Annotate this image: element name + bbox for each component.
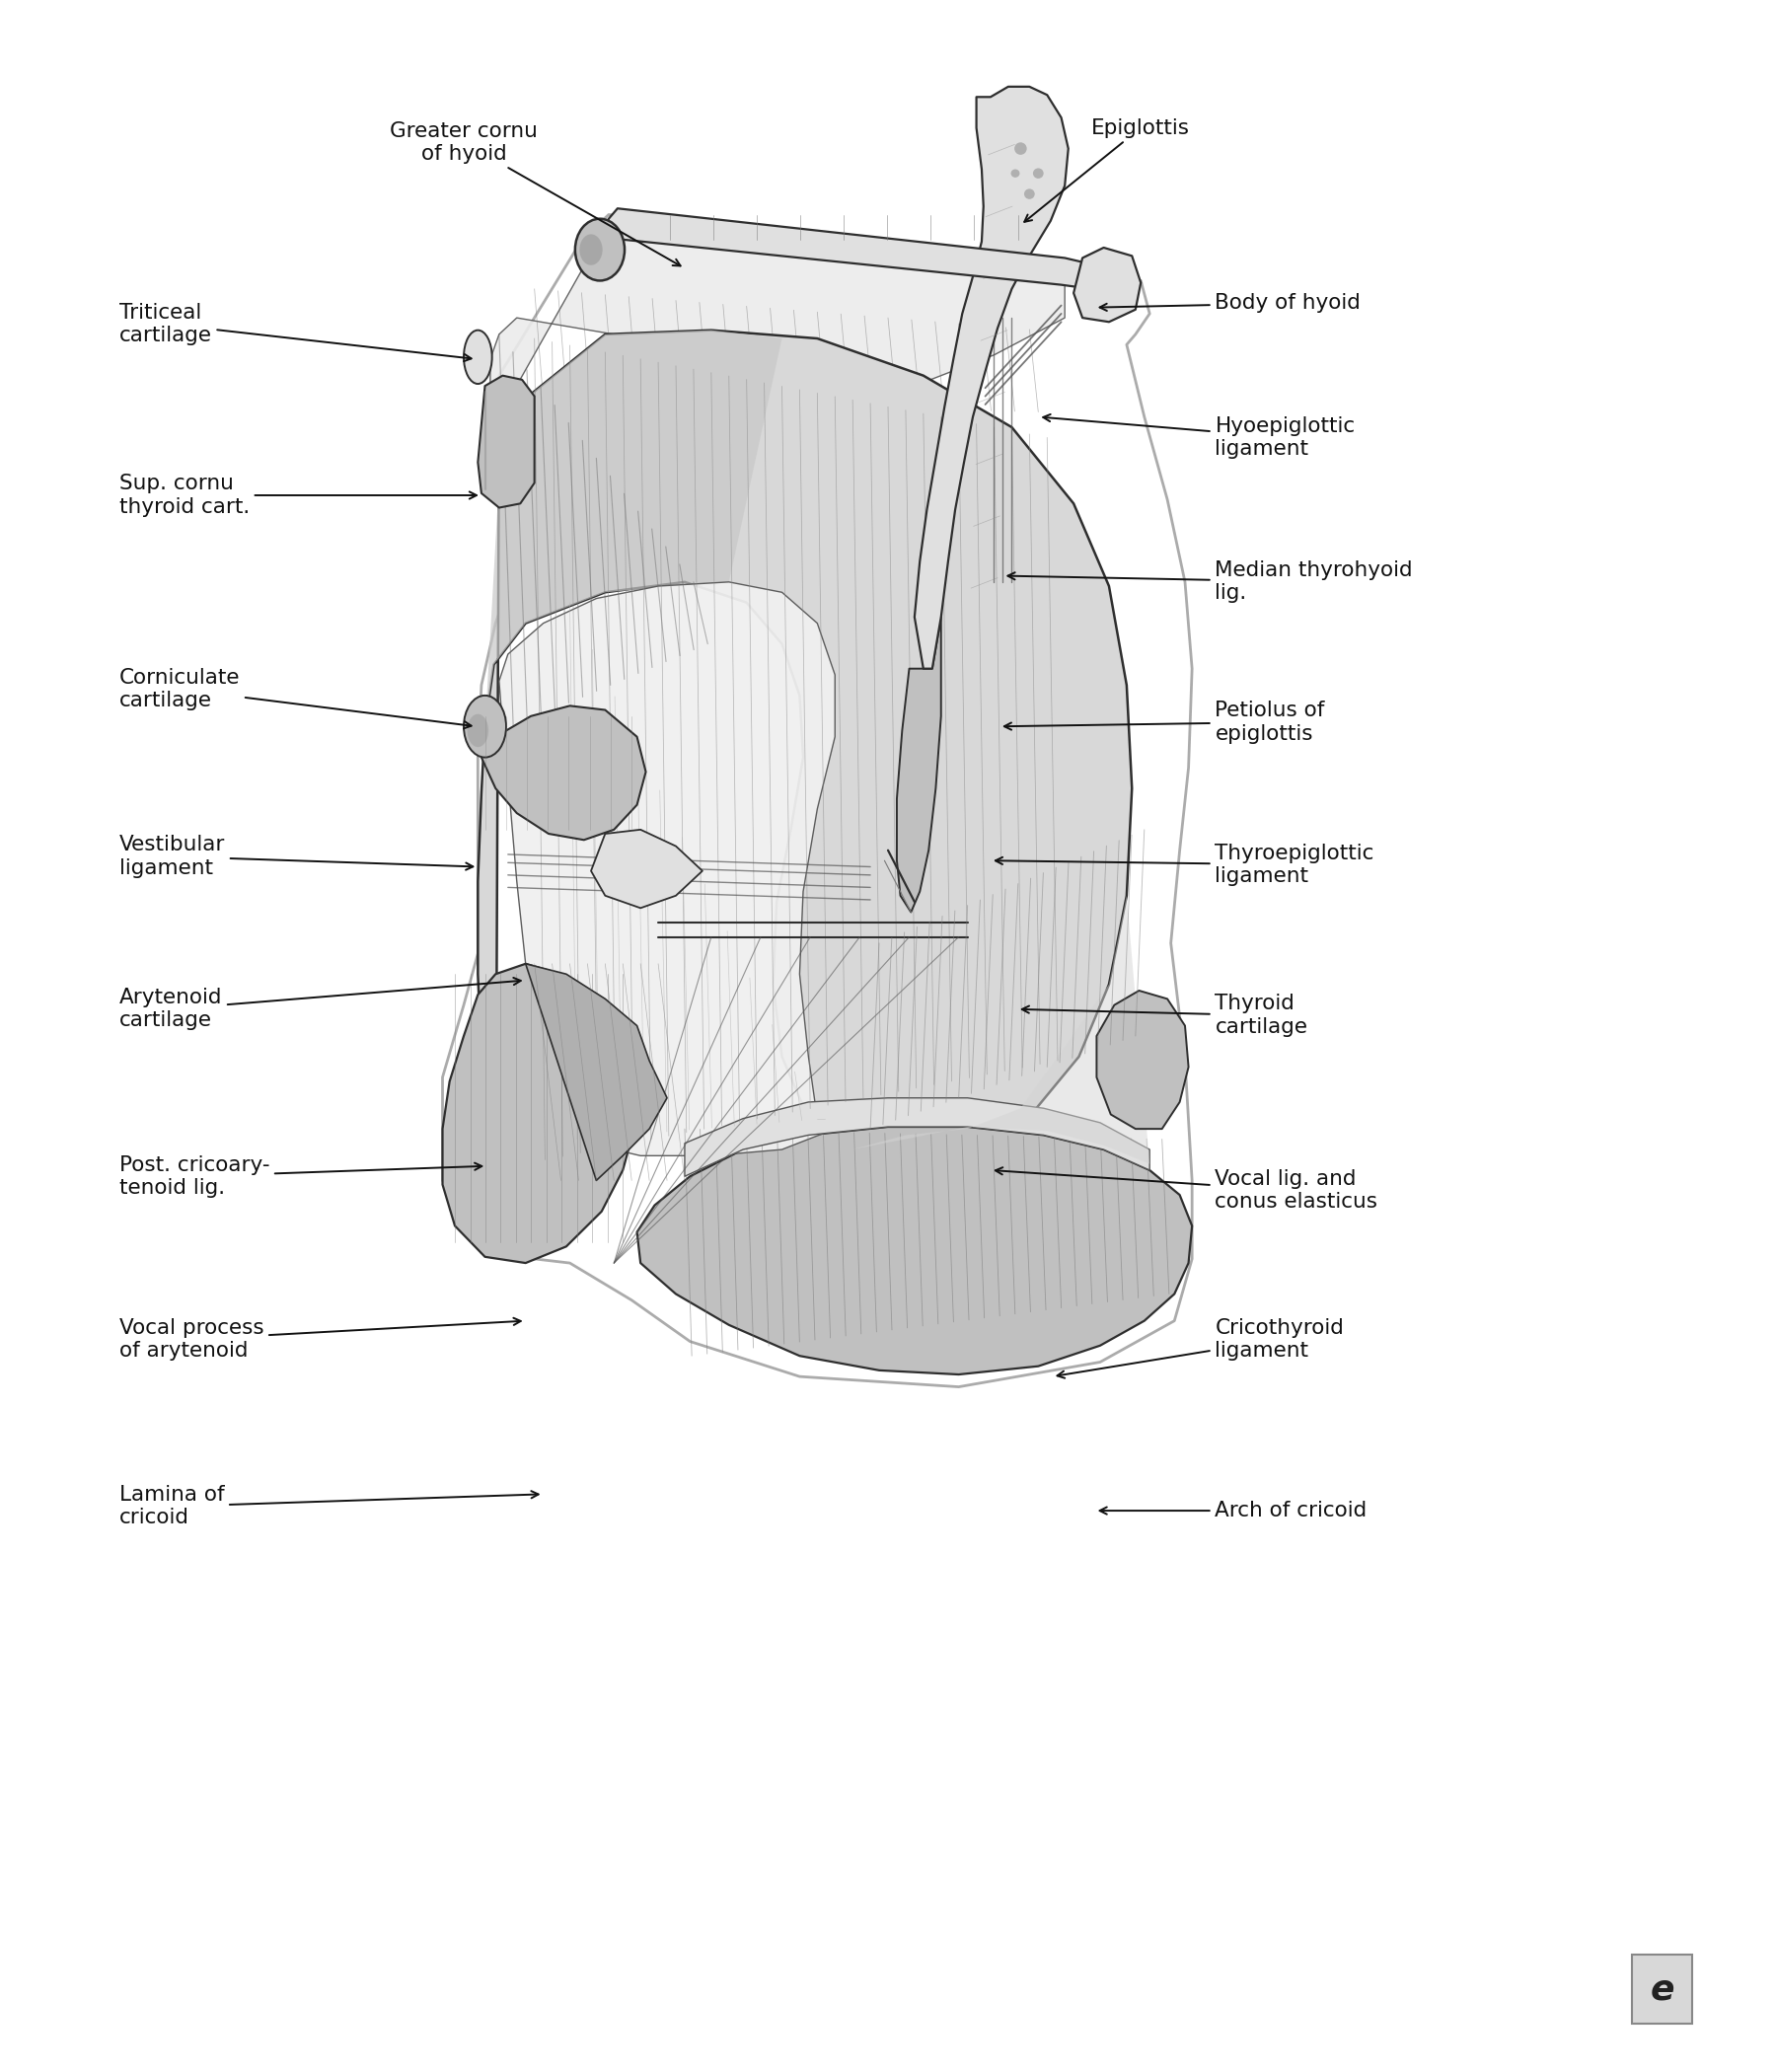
Polygon shape	[526, 963, 668, 1181]
Text: Arch of cricoid: Arch of cricoid	[1099, 1500, 1368, 1521]
Polygon shape	[1074, 249, 1140, 321]
Text: Epiglottis: Epiglottis	[1025, 118, 1190, 222]
Ellipse shape	[464, 329, 492, 383]
Polygon shape	[591, 829, 702, 908]
Polygon shape	[499, 582, 835, 1156]
Polygon shape	[478, 329, 1131, 1243]
Text: Corniculate
cartilage: Corniculate cartilage	[119, 667, 471, 729]
Polygon shape	[686, 1098, 1149, 1177]
Text: e: e	[1650, 1973, 1675, 2006]
Text: Arytenoid
cartilage: Arytenoid cartilage	[119, 978, 520, 1030]
Text: Petiolus of
epiglottis: Petiolus of epiglottis	[1003, 700, 1325, 744]
Polygon shape	[600, 209, 1090, 288]
Text: Vestibular
ligament: Vestibular ligament	[119, 835, 472, 879]
Polygon shape	[638, 1127, 1192, 1374]
Text: Cricothyroid
ligament: Cricothyroid ligament	[1057, 1318, 1344, 1378]
Text: Post. cricoary-
tenoid lig.: Post. cricoary- tenoid lig.	[119, 1154, 481, 1198]
Text: Vocal lig. and
conus elasticus: Vocal lig. and conus elasticus	[995, 1167, 1378, 1212]
Polygon shape	[442, 963, 638, 1264]
Polygon shape	[852, 895, 1149, 1164]
Text: Triticeal
cartilage: Triticeal cartilage	[119, 303, 471, 361]
Polygon shape	[915, 87, 1069, 669]
Ellipse shape	[1025, 189, 1035, 199]
Text: Vocal process
of arytenoid: Vocal process of arytenoid	[119, 1318, 520, 1361]
Polygon shape	[481, 707, 646, 839]
Polygon shape	[478, 375, 535, 508]
Text: Sup. cornu
thyroid cart.: Sup. cornu thyroid cart.	[119, 474, 476, 516]
Polygon shape	[490, 236, 1066, 416]
Polygon shape	[481, 329, 781, 792]
Ellipse shape	[579, 234, 602, 265]
Text: Lamina of
cricoid: Lamina of cricoid	[119, 1486, 538, 1527]
Text: Thyroepiglottic
ligament: Thyroepiglottic ligament	[995, 843, 1375, 887]
Polygon shape	[1096, 990, 1188, 1129]
Text: Greater cornu
of hyoid: Greater cornu of hyoid	[389, 120, 680, 265]
Ellipse shape	[464, 696, 506, 758]
Polygon shape	[897, 617, 941, 912]
Ellipse shape	[575, 220, 625, 280]
Text: Hyoepiglottic
ligament: Hyoepiglottic ligament	[1043, 414, 1355, 458]
Ellipse shape	[467, 715, 488, 748]
Ellipse shape	[1011, 170, 1019, 178]
Ellipse shape	[1034, 168, 1044, 178]
Text: Thyroid
cartilage: Thyroid cartilage	[1021, 995, 1307, 1036]
Text: Median thyrohyoid
lig.: Median thyrohyoid lig.	[1007, 562, 1414, 603]
Text: Body of hyoid: Body of hyoid	[1099, 294, 1360, 313]
Ellipse shape	[1014, 143, 1027, 155]
